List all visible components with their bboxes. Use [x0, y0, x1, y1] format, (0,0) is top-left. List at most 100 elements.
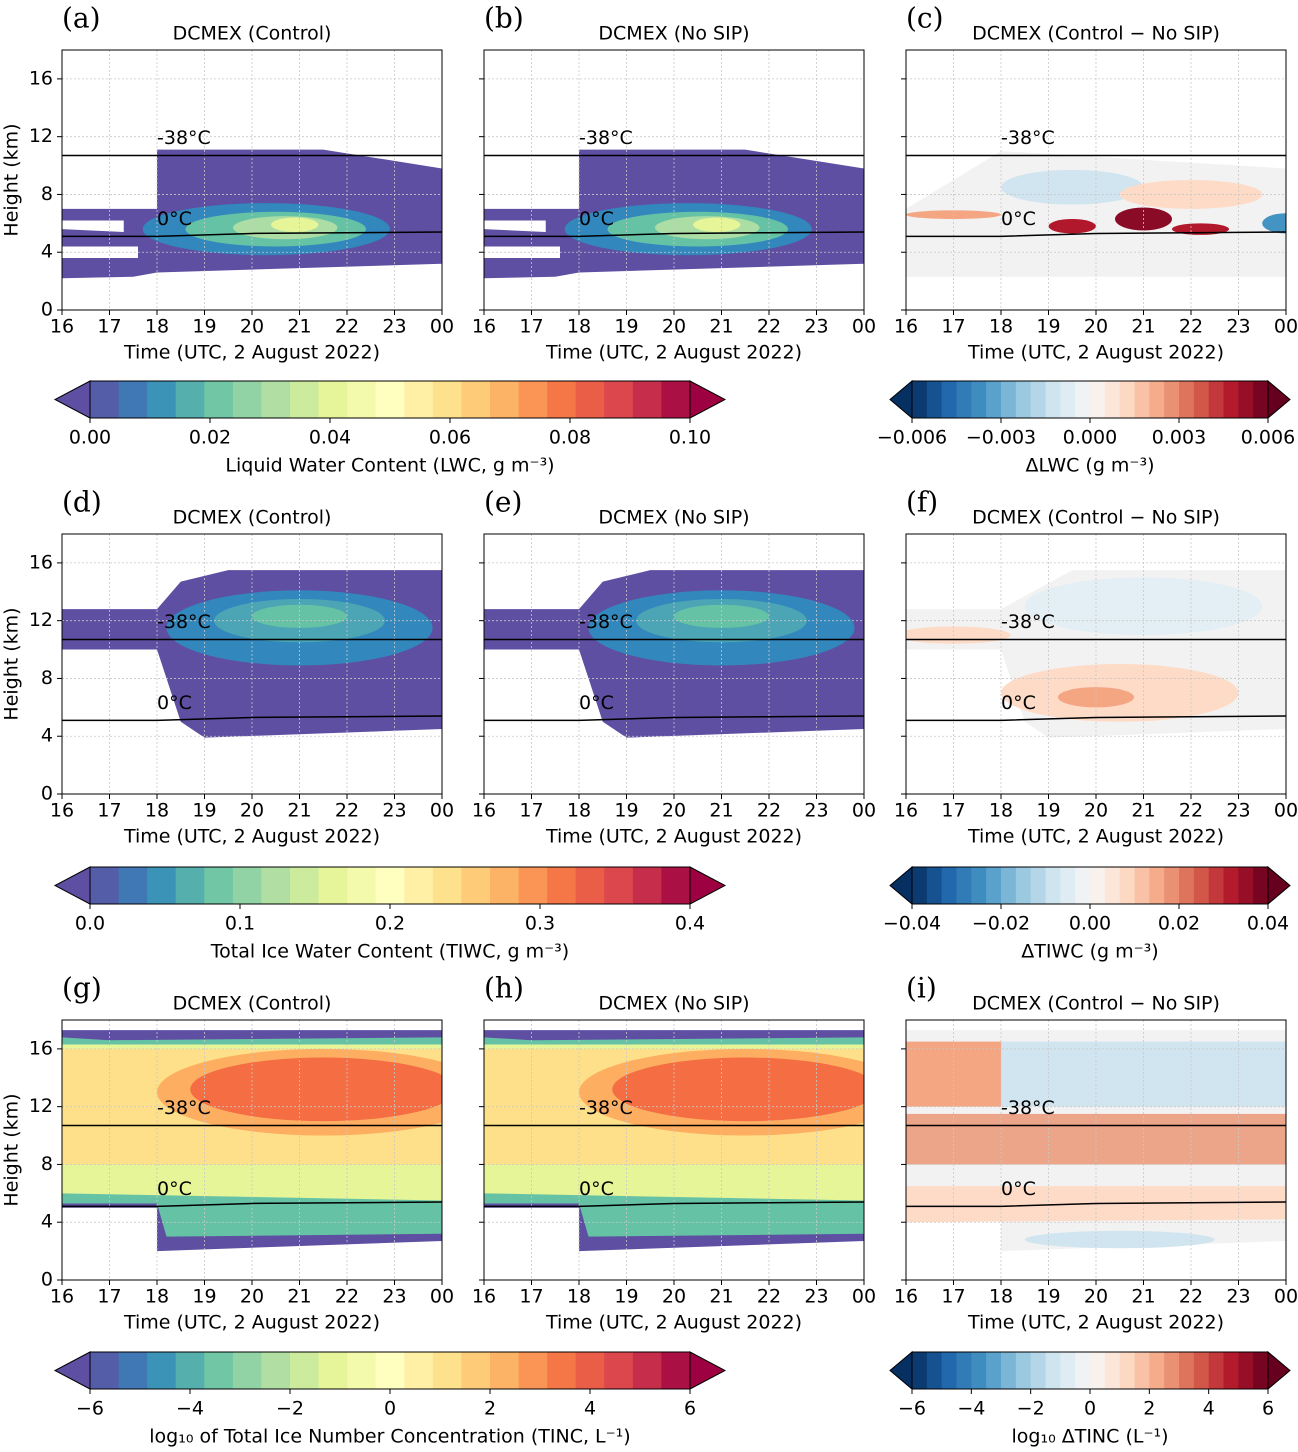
x-tick-label: 19 [614, 800, 638, 822]
x-tick-label: 18 [567, 1286, 591, 1308]
panel-letter: (g) [62, 972, 102, 1005]
colorbar-tick-label: −4 [957, 1398, 985, 1420]
contour-fill [693, 217, 741, 232]
colorbar-segment [1164, 867, 1180, 904]
contour-fill [62, 220, 124, 232]
x-tick-label: 17 [941, 800, 965, 822]
isotherm [62, 1201, 443, 1208]
y-tick-label: 0 [41, 783, 53, 805]
colorbar-segment [1208, 1352, 1224, 1389]
x-tick-label: 21 [287, 316, 311, 338]
x-tick-label: 19 [1036, 316, 1060, 338]
x-tick-label: 19 [1036, 800, 1060, 822]
colorbar-segment [1001, 381, 1017, 418]
y-axis-label: Height (km) [1, 607, 23, 720]
colorbar-segment [290, 1352, 320, 1389]
contour-fill [1058, 687, 1134, 708]
colorbar-segment [956, 381, 972, 418]
colorbar-segment [1030, 867, 1046, 904]
colorbar-segment [912, 381, 928, 418]
colorbar-segment [941, 1352, 957, 1389]
colorbar-extend [889, 865, 913, 906]
y-tick-label: 16 [29, 551, 53, 573]
y-axis-label: Height (km) [1, 123, 23, 236]
isotherm-label: -38°C [157, 611, 211, 633]
colorbar-segment [1045, 1352, 1061, 1389]
x-tick-label: 21 [287, 800, 311, 822]
isotherm [62, 715, 443, 722]
colorbar-segment [1015, 381, 1032, 418]
colorbar-segment [461, 867, 491, 904]
x-tick-label: 00 [852, 316, 876, 338]
colorbar-segment [175, 867, 205, 904]
x-tick-label: 16 [472, 800, 496, 822]
colorbar-segment [147, 1352, 177, 1389]
panel-letter: (c) [906, 2, 944, 35]
colorbar-extend [1267, 1350, 1291, 1391]
x-axis-label: Time (UTC, 2 August 2022) [123, 342, 380, 364]
colorbar-segment [261, 867, 291, 904]
y-tick-label: 12 [29, 1095, 53, 1117]
x-tick-label: 00 [1274, 316, 1298, 338]
colorbar-tick-label: 0.3 [525, 913, 555, 935]
axes-frame [905, 533, 1287, 795]
colorbar-tick-label: −6 [76, 1398, 104, 1420]
panel-title: DCMEX (Control) [173, 507, 332, 529]
x-tick-label: 21 [709, 316, 733, 338]
colorbar-segment [118, 867, 148, 904]
colorbar-segment [1030, 1352, 1046, 1389]
colorbar-tick-label: 0 [1084, 1398, 1096, 1420]
panel-title: DCMEX (Control − No SIP) [972, 993, 1220, 1015]
y-tick-label: 0 [41, 299, 53, 321]
colorbar-segment [632, 867, 662, 904]
x-axis-label: Time (UTC, 2 August 2022) [967, 342, 1224, 364]
colorbar-segment [941, 381, 957, 418]
x-tick-label: 17 [941, 316, 965, 338]
colorbar-extend [53, 1351, 91, 1390]
isotherm [484, 715, 865, 722]
y-tick-label: 8 [41, 667, 53, 689]
colorbar-tick-label: 0 [384, 1398, 396, 1420]
colorbar-segment [1238, 381, 1254, 418]
colorbar-segment [1090, 381, 1106, 418]
colorbar-extend [1267, 379, 1291, 420]
contour-fill [1262, 213, 1286, 234]
colorbar-segment [604, 867, 634, 904]
colorbar-segment [1075, 1352, 1091, 1389]
x-tick-label: 20 [1084, 1286, 1108, 1308]
y-tick-label: 8 [41, 183, 53, 205]
colorbar-segment [1001, 867, 1017, 904]
colorbar-segment [432, 1352, 462, 1389]
panel-title: DCMEX (Control − No SIP) [972, 23, 1220, 45]
colorbar-tick-label: −2 [276, 1398, 304, 1420]
x-tick-label: 20 [240, 1286, 264, 1308]
x-tick-label: 18 [145, 1286, 169, 1308]
colorbar-segment [261, 381, 291, 418]
colorbar-segment [986, 381, 1002, 418]
y-tick-label: 12 [29, 125, 53, 147]
colorbar-extend [689, 380, 727, 419]
panel-letter: (b) [484, 2, 524, 35]
colorbar-segment [912, 867, 928, 904]
colorbar-segment [490, 1352, 520, 1389]
colorbar-segment [971, 867, 987, 904]
x-axis-label: Time (UTC, 2 August 2022) [967, 826, 1224, 848]
colorbar-label: Liquid Water Content (LWC, g m⁻³) [225, 455, 554, 477]
x-tick-label: 00 [1274, 800, 1298, 822]
colorbar-segment [518, 381, 548, 418]
x-tick-label: 22 [1179, 1286, 1203, 1308]
colorbar-label: Total Ice Water Content (TIWC, g m⁻³) [210, 941, 569, 963]
x-tick-label: 00 [430, 316, 454, 338]
colorbar-segment [1060, 1352, 1076, 1389]
colorbar-segment [404, 381, 434, 418]
colorbar-segment [432, 381, 462, 418]
colorbar-segment [1193, 1352, 1210, 1389]
x-tick-label: 20 [1084, 800, 1108, 822]
isotherm-label: 0°C [1001, 692, 1036, 714]
isotherm [62, 231, 443, 238]
colorbar-segment [175, 381, 205, 418]
colorbar-extend [689, 1351, 727, 1390]
x-tick-label: 19 [192, 800, 216, 822]
contour-fill [190, 1057, 442, 1122]
